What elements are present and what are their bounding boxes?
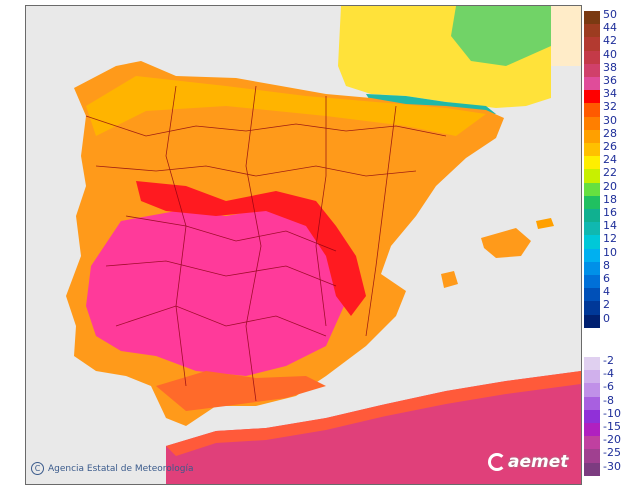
credit-text: Agencia Estatal de Meteorología xyxy=(48,463,194,474)
legend-positive-label: 2 xyxy=(603,298,610,312)
legend-positive-label: 50 xyxy=(603,8,617,21)
legend-positive-label: 8 xyxy=(603,258,610,272)
balearic-menorca xyxy=(536,218,554,229)
legend-positive-swatch xyxy=(584,195,600,209)
legend-positive-swatch xyxy=(584,248,600,262)
legend-positive-swatch xyxy=(584,222,600,236)
legend-negative-label: -20 xyxy=(603,433,621,447)
south-coast-warm xyxy=(156,371,326,411)
legend-positive-swatch xyxy=(584,301,600,315)
legend-positive-label: 18 xyxy=(603,192,617,206)
legend-positive-label: 12 xyxy=(603,232,617,246)
legend-positive-swatch xyxy=(584,169,600,183)
legend-positive-swatch xyxy=(584,288,600,302)
legend-positive-label: 4 xyxy=(603,285,610,299)
legend-positive-label: 38 xyxy=(603,60,617,74)
legend-positive-swatch xyxy=(584,63,600,77)
legend-negative-label: -8 xyxy=(603,393,614,407)
legend-negative-swatch xyxy=(584,462,600,476)
legend-negative-swatch xyxy=(584,436,600,450)
north-africa-land xyxy=(166,371,581,484)
legend-negative-label: -15 xyxy=(603,420,621,433)
aemet-logo: aemet xyxy=(488,452,568,472)
legend-positive-swatch xyxy=(584,235,600,249)
legend-positive-label: 20 xyxy=(603,179,617,193)
legend-positive-label: 24 xyxy=(603,153,617,167)
temperature-legend: 50 44 42 40 38 36 34 32 30 28 26 24 22 20 18 16 14 12 10 8 6… xyxy=(582,8,628,486)
legend-positive-label: 44 xyxy=(603,21,617,35)
legend-positive-label: 42 xyxy=(603,34,617,48)
legend-positive-swatch xyxy=(584,143,600,157)
legend-positive-swatch xyxy=(584,37,600,51)
balearic-ibiza xyxy=(441,271,458,288)
legend-negative-label: -30 xyxy=(603,459,621,473)
legend-negative-label: -4 xyxy=(603,367,614,381)
temperature-map xyxy=(25,5,582,485)
province-borders xyxy=(85,85,447,402)
legend-negative-swatch xyxy=(584,383,600,397)
legend-positive-label: 32 xyxy=(603,100,617,114)
balearic-mallorca xyxy=(481,228,531,258)
legend-negative-swatch xyxy=(584,396,600,410)
legend-negative-swatch xyxy=(584,449,600,463)
alps-cool-area xyxy=(451,6,551,66)
legend-positive-label: 28 xyxy=(603,126,617,140)
legend-positive-swatch xyxy=(584,261,600,275)
legend-positive-label: 36 xyxy=(603,74,617,87)
central-red-zone xyxy=(136,181,366,316)
legend-negative-label: -6 xyxy=(603,380,614,394)
legend-negative-label: -25 xyxy=(603,446,621,460)
logo-text: aemet xyxy=(508,452,569,472)
legend-positive-swatch xyxy=(584,209,600,223)
legend-negative-label: -10 xyxy=(603,406,621,420)
interior-hot-region xyxy=(86,206,356,376)
legend-positive-swatch xyxy=(584,50,600,64)
legend-positive-label: 10 xyxy=(603,245,617,259)
legend-positive-label: 40 xyxy=(603,47,617,61)
legend-positive-swatch xyxy=(584,156,600,170)
north-coast-warm xyxy=(86,76,486,136)
legend-positive-swatch xyxy=(584,77,600,91)
legend-positive-label: 14 xyxy=(603,219,617,233)
map-canvas xyxy=(66,6,581,484)
legend-positive-label: 26 xyxy=(603,140,617,153)
legend-positive-swatch xyxy=(584,182,600,196)
legend-negative-swatch xyxy=(584,370,600,384)
legend-positive-label: 16 xyxy=(603,206,617,219)
legend-positive-label: 30 xyxy=(603,113,617,127)
legend-negative-swatch xyxy=(584,423,600,437)
legend-positive-swatch xyxy=(584,11,600,25)
france-east-region xyxy=(551,6,581,66)
north-africa-coast xyxy=(166,371,581,456)
legend-negative-swatch xyxy=(584,357,600,371)
legend-positive-swatch xyxy=(584,24,600,38)
legend-negative-swatch xyxy=(584,409,600,423)
legend-positive-swatch xyxy=(584,275,600,289)
legend-positive-label: 0 xyxy=(603,311,610,325)
legend-positive-swatch xyxy=(584,90,600,104)
legend-positive-swatch xyxy=(584,314,600,328)
legend-positive-swatch xyxy=(584,103,600,117)
aemet-swirl-icon xyxy=(488,453,506,471)
copyright-icon: C xyxy=(31,462,44,475)
legend-negative-label: -2 xyxy=(603,354,614,367)
legend-positive-label: 6 xyxy=(603,272,610,285)
legend-positive-label: 34 xyxy=(603,87,617,101)
legend-positive-label: 22 xyxy=(603,166,617,180)
legend-positive-swatch xyxy=(584,116,600,130)
agency-credit: C Agencia Estatal de Meteorología xyxy=(31,462,194,475)
legend-positive-swatch xyxy=(584,129,600,143)
